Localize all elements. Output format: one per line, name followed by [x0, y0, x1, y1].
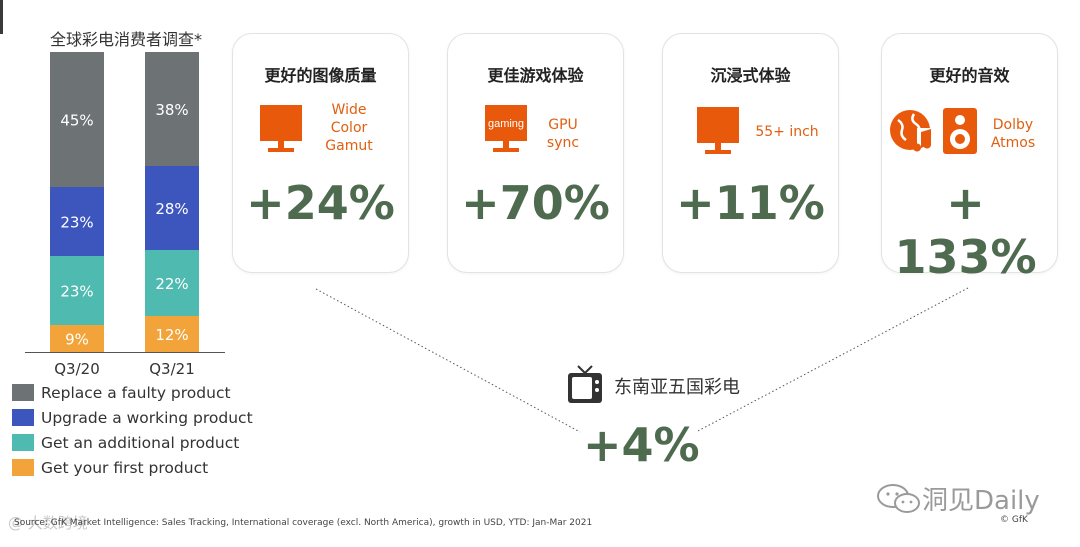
bar-data-label: 28% [155, 200, 188, 218]
card-value: +24% [246, 176, 395, 230]
legend-label: Get your first product [41, 458, 209, 477]
bar-segment [145, 316, 199, 352]
bar-segment [50, 52, 104, 187]
connector-line-right [695, 287, 969, 433]
bar-data-label: 22% [155, 275, 188, 293]
card-value: + 133% [894, 176, 1037, 284]
bar-data-label: 23% [60, 214, 93, 232]
wechat-icon [877, 483, 920, 513]
watermark: 洞见Daily [876, 480, 1040, 517]
chart-title: 全球彩电消费者调查* [50, 30, 203, 49]
card-note: GPU sync [546, 117, 580, 151]
summary-label: 东南亚五国彩电 [614, 377, 740, 398]
svg-text:gaming: gaming [488, 118, 524, 130]
card-audio: 更好的音效 Dolby Atmos + 133% [881, 33, 1058, 284]
bar-data-label: 9% [65, 331, 89, 349]
bar-segment [145, 166, 199, 250]
tv-icon [568, 365, 602, 403]
card-note: Wide Color Gamut [325, 102, 373, 154]
monitor-icon [697, 107, 739, 154]
legend-label: Replace a faulty product [41, 383, 231, 402]
bar-data-label: 45% [60, 112, 93, 130]
legend-item: Replace a faulty product [12, 380, 253, 405]
legend-swatch [12, 384, 34, 401]
legend-swatch [12, 409, 34, 426]
card-note: 55+ inch [755, 124, 819, 140]
summary-value: +4% [583, 418, 700, 472]
legend-swatch [12, 434, 34, 451]
card-image-quality: 更好的图像质量 Wide Color Gamut +24% [232, 33, 409, 273]
connector-line-left [315, 288, 581, 433]
music-speaker-icon [890, 108, 977, 154]
card-value: +11% [676, 176, 825, 230]
bar-data-label: 12% [155, 326, 188, 344]
bar-data-label: 23% [60, 283, 93, 301]
copyright: © GfK [1000, 515, 1028, 525]
legend-item: Get an additional product [12, 430, 253, 455]
bar-segment [50, 256, 104, 325]
card-immersive: 沉浸式体验 55+ inch +11% [662, 33, 839, 273]
corner-accent-bar [0, 0, 3, 34]
legend-item: Get your first product [12, 455, 253, 480]
card-title: 更好的图像质量 [264, 66, 377, 85]
legend-label: Upgrade a working product [41, 408, 253, 427]
legend-item: Upgrade a working product [12, 405, 253, 430]
x-tick-label: Q3/20 [54, 360, 100, 378]
card-gaming: 更佳游戏体验 gaming GPU sync +70% [447, 33, 624, 273]
bar-segment [145, 250, 199, 316]
bar-data-label: 38% [155, 101, 188, 119]
card-title: 更好的音效 [929, 66, 1010, 85]
x-tick-label: Q3/21 [149, 360, 195, 378]
legend-label: Get an additional product [41, 433, 240, 452]
stacked-bar-chart: 45% 23% 23% 9% Q3/20 38% 28% 22% 12% Q3/21 [25, 52, 225, 378]
card-value: +70% [461, 176, 610, 230]
chart-legend: Replace a faulty product Upgrade a workin… [12, 380, 253, 480]
bar-segment [50, 187, 104, 256]
card-title: 更佳游戏体验 [487, 66, 584, 85]
legend-swatch [12, 459, 34, 476]
card-note: Dolby Atmos [990, 117, 1036, 151]
bar-segment [145, 52, 199, 166]
watermark-left: @ 大数跨境 [8, 514, 88, 532]
bar-segment [50, 325, 104, 352]
source-note: Source: GfK Market Intelligence: Sales T… [14, 518, 593, 528]
gaming-monitor-icon: gaming [485, 105, 527, 152]
monitor-icon [260, 105, 302, 152]
card-title: 沉浸式体验 [710, 66, 791, 85]
